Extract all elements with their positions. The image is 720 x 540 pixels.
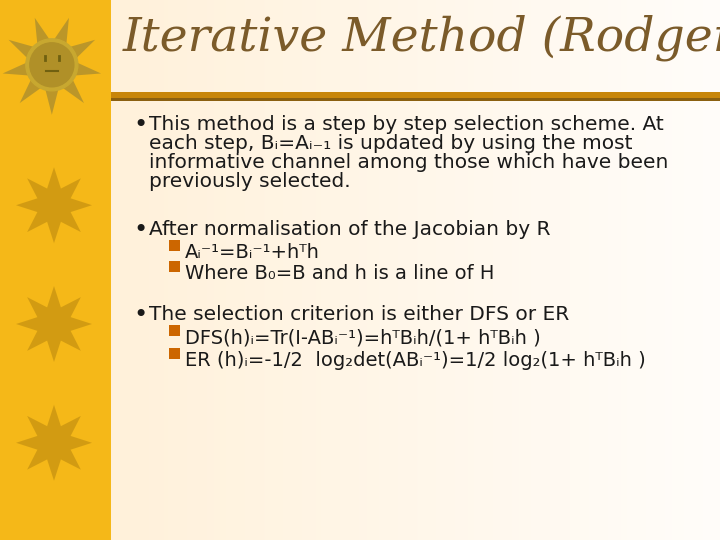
- Text: informative channel among those which have been: informative channel among those which ha…: [149, 153, 668, 172]
- Bar: [111, 98, 720, 101]
- Bar: [169, 261, 180, 272]
- Text: Iterative Method (Rodgers): Iterative Method (Rodgers): [123, 14, 720, 60]
- Text: After normalisation of the Jacobian by R: After normalisation of the Jacobian by R: [149, 220, 551, 239]
- Polygon shape: [16, 405, 92, 481]
- Bar: [169, 325, 180, 336]
- Text: •: •: [133, 218, 148, 242]
- Text: each step, Bᵢ=Aᵢ₋₁ is updated by using the most: each step, Bᵢ=Aᵢ₋₁ is updated by using t…: [149, 134, 632, 153]
- Polygon shape: [16, 167, 92, 243]
- Circle shape: [30, 43, 74, 87]
- Bar: [169, 240, 180, 251]
- Text: DFS(h)ᵢ=Tr(I-ABᵢ⁻¹)=hᵀBᵢh/(1+ hᵀBᵢh ): DFS(h)ᵢ=Tr(I-ABᵢ⁻¹)=hᵀBᵢh/(1+ hᵀBᵢh ): [185, 328, 541, 347]
- Text: This method is a step by step selection scheme. At: This method is a step by step selection …: [149, 115, 664, 134]
- Text: The selection criterion is either DFS or ER: The selection criterion is either DFS or…: [149, 305, 570, 324]
- Bar: [169, 348, 180, 359]
- Polygon shape: [3, 18, 101, 115]
- Text: previously selected.: previously selected.: [149, 172, 351, 191]
- Circle shape: [26, 39, 78, 91]
- Text: Where B₀=B and h is a line of H: Where B₀=B and h is a line of H: [185, 264, 495, 283]
- Bar: [111, 92, 720, 98]
- Text: ER (h)ᵢ=-1/2  log₂det(ABᵢ⁻¹)=1/2 log₂(1+ hᵀBᵢh ): ER (h)ᵢ=-1/2 log₂det(ABᵢ⁻¹)=1/2 log₂(1+ …: [185, 351, 646, 370]
- Text: Aᵢ⁻¹=Bᵢ⁻¹+hᵀh: Aᵢ⁻¹=Bᵢ⁻¹+hᵀh: [185, 243, 320, 262]
- Polygon shape: [16, 286, 92, 362]
- Text: •: •: [133, 303, 148, 327]
- Text: •: •: [133, 113, 148, 137]
